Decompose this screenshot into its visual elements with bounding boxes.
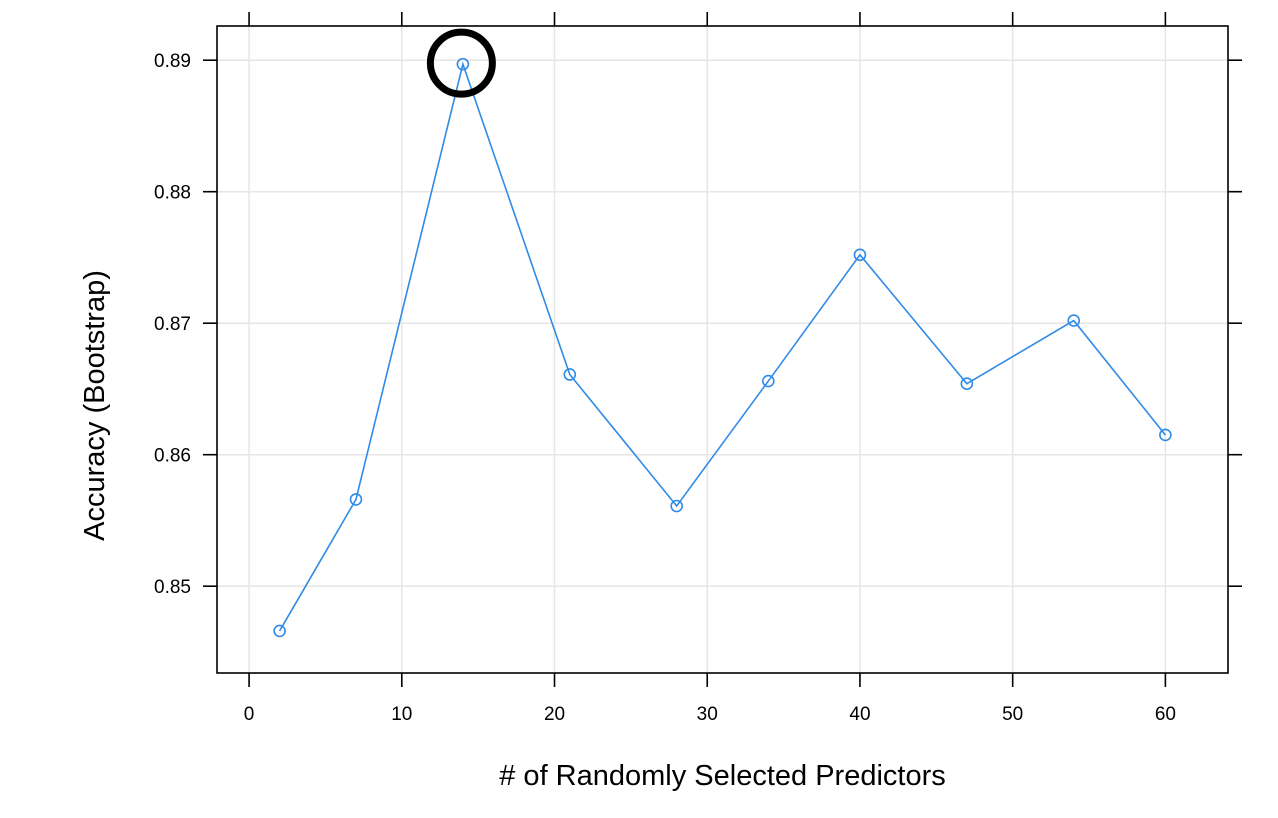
x-tick-label: 60 [1155,704,1176,725]
data-point [853,248,867,262]
series-layer [273,57,1172,638]
data-point [1067,314,1081,327]
y-tick-label: 0.85 [154,577,191,598]
x-tick-label: 30 [697,704,718,725]
highlight-circle [426,28,496,98]
highlight-layer [426,28,496,98]
series-line [278,61,1167,632]
data-point [960,377,974,390]
grid-lines [217,26,1228,673]
y-tick-label: 0.87 [154,314,191,335]
y-tick-label: 0.86 [154,446,191,467]
plot-panel [216,25,1229,674]
tick-labels: 0 10 20 30 40 50 60 0.85 0.86 0.87 0.88 0.89 [154,51,1176,725]
y-axis-title: Accuracy (Bootstrap) [79,270,111,541]
x-axis-title: # of Randomly Selected Predictors [499,760,946,792]
data-point [670,499,683,513]
data-point [456,57,470,71]
x-tick-label: 0 [244,704,255,725]
data-point [273,624,286,638]
x-tick-label: 40 [849,704,870,725]
x-tick-label: 10 [391,704,412,725]
x-tick-label: 50 [1002,704,1023,725]
data-point [1159,428,1172,442]
data-point [563,368,577,381]
axis-ticks [203,12,1242,687]
y-tick-label: 0.88 [154,183,191,204]
x-tick-label: 20 [544,704,565,725]
data-point [762,374,775,388]
y-tick-label: 0.89 [154,51,191,72]
data-point [349,493,363,506]
